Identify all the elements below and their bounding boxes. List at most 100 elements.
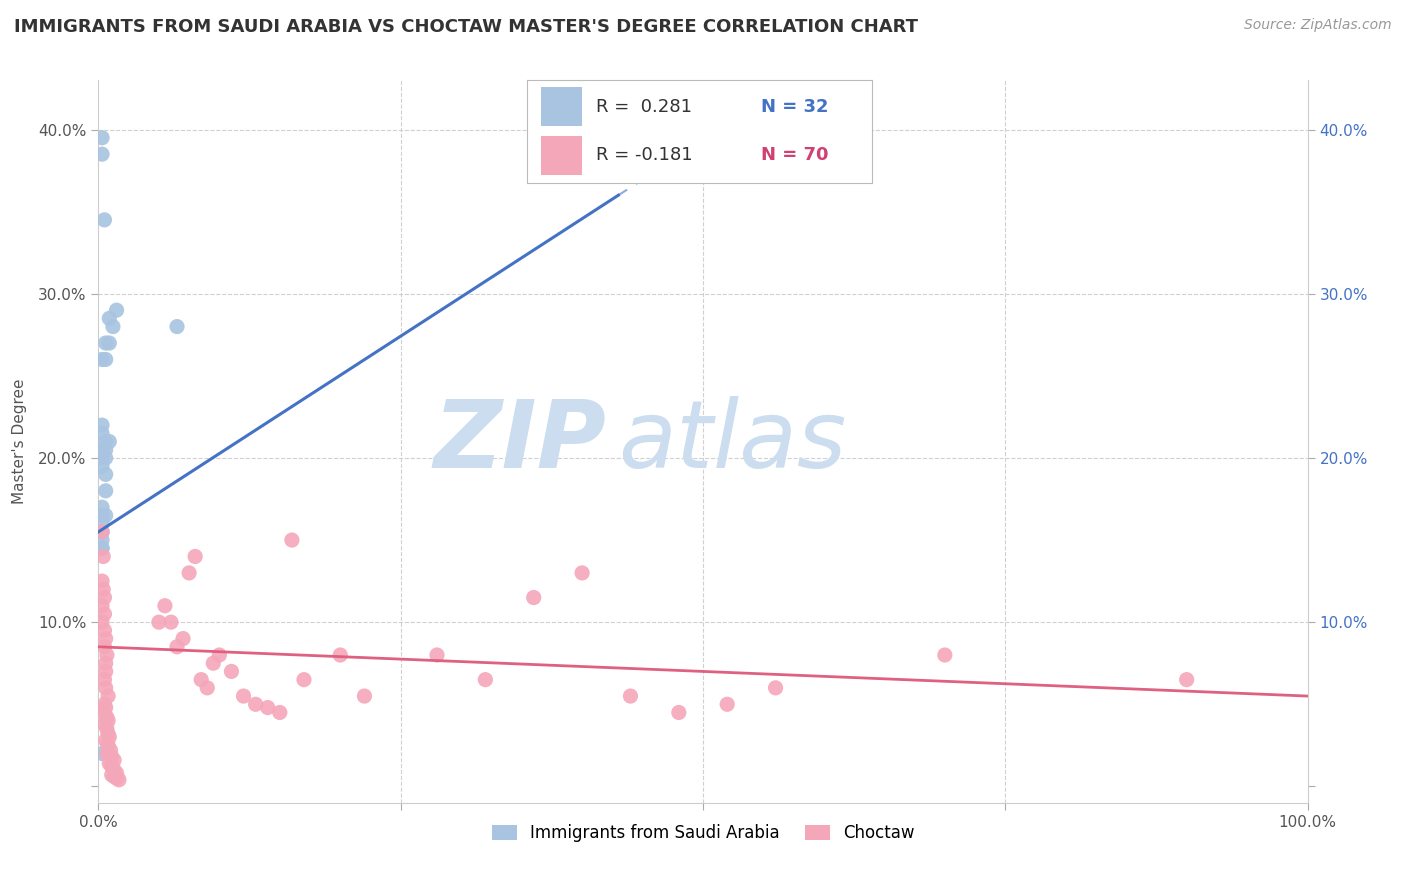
Point [1175,673,1198,687]
Point [160,615,183,630]
Point [93,706,115,720]
Point [91,450,114,465]
Point [91,533,114,547]
Text: atlas: atlas [619,396,846,487]
Point [426,648,449,662]
Point [94,434,117,449]
Point [94,508,117,523]
Point [91,549,114,564]
Point [91,574,114,588]
Point [93,673,115,687]
Point [668,706,690,720]
Point [765,681,787,695]
Text: N = 32: N = 32 [762,98,830,116]
Point [94,467,117,482]
Point [190,673,212,687]
Point [97,689,120,703]
Point [153,599,176,613]
Point [100,743,122,757]
Point [96,722,118,736]
Point [91,426,114,441]
Point [91,747,114,761]
Point [94,733,117,747]
Legend: Immigrants from Saudi Arabia, Choctaw: Immigrants from Saudi Arabia, Choctaw [485,817,921,848]
Point [474,673,496,687]
Point [571,566,593,580]
Point [166,319,188,334]
Text: IMMIGRANTS FROM SAUDI ARABIA VS CHOCTAW MASTER'S DEGREE CORRELATION CHART: IMMIGRANTS FROM SAUDI ARABIA VS CHOCTAW … [14,18,918,36]
Point [91,541,114,556]
Text: N = 70: N = 70 [762,146,830,164]
Point [97,739,120,753]
Point [100,749,122,764]
Text: R =  0.281: R = 0.281 [596,98,692,116]
Point [91,524,114,539]
Text: ZIP: ZIP [433,395,606,488]
Point [94,336,117,351]
Point [934,648,956,662]
Text: R = -0.181: R = -0.181 [596,146,693,164]
Point [103,770,125,784]
Point [91,541,114,556]
Point [716,698,738,712]
Point [281,533,304,547]
Point [91,599,114,613]
Point [208,648,231,662]
Point [93,607,115,621]
Point [100,760,122,774]
Point [96,648,118,662]
Point [91,524,114,539]
Point [94,681,117,695]
Point [329,648,352,662]
Point [353,689,375,703]
Point [91,130,114,145]
Bar [541,136,582,175]
Point [94,657,117,671]
Point [619,689,641,703]
Point [202,657,225,671]
Point [91,459,114,474]
Point [103,763,125,777]
Point [98,756,121,771]
Point [172,632,194,646]
Y-axis label: Master's Degree: Master's Degree [13,379,27,504]
Point [523,591,546,605]
Point [148,615,170,630]
Point [93,717,115,731]
Point [91,352,114,367]
Point [93,212,115,227]
Point [108,772,131,787]
Point [179,566,201,580]
Point [103,753,125,767]
Point [105,303,128,318]
Point [166,640,188,654]
Point [101,319,124,334]
Point [91,516,114,531]
Point [93,624,115,638]
Point [91,582,114,597]
Point [96,747,118,761]
Point [105,766,128,780]
Point [98,336,121,351]
Point [94,632,117,646]
Point [97,714,120,728]
Point [100,768,122,782]
Point [184,549,207,564]
Point [91,524,114,539]
Point [91,508,114,523]
Point [94,483,117,498]
Point [94,352,117,367]
Point [94,442,117,457]
Point [94,665,117,679]
Point [91,615,114,630]
Point [94,450,117,465]
Point [98,730,121,744]
Bar [541,87,582,127]
Point [195,681,218,695]
Point [93,698,115,712]
Point [97,727,120,741]
Point [269,706,291,720]
Point [292,673,315,687]
Point [93,640,115,654]
Point [221,665,243,679]
